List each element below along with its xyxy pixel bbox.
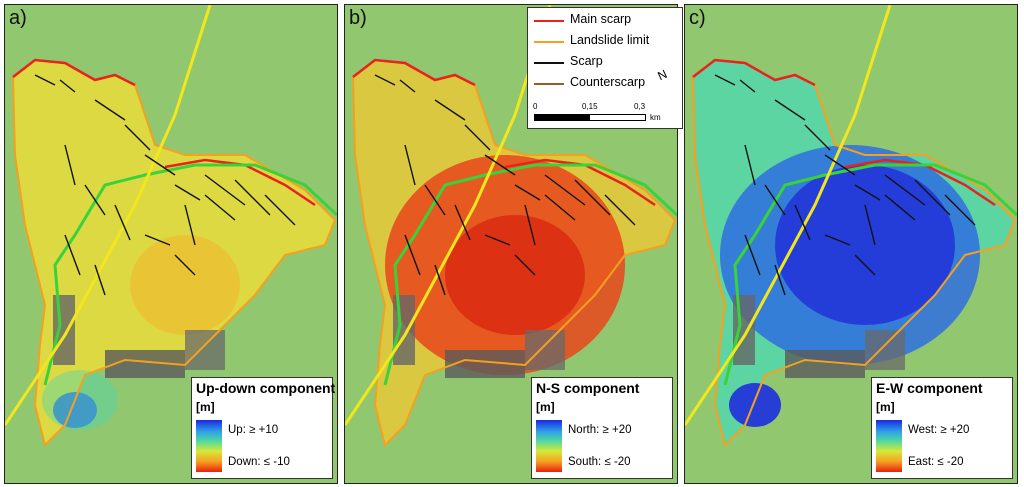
legend-label: Landslide limit <box>570 33 650 47</box>
legend-label: Counterscarp <box>570 75 646 89</box>
legend-unit: [m] <box>196 400 215 414</box>
color-ramp <box>196 420 222 472</box>
green-line <box>43 163 337 386</box>
legend-low-label: Down: ≤ -10 <box>228 456 290 468</box>
feature-legend: Main scarp Landslide limit Scarp Counter… <box>527 7 683 129</box>
scale-bar <box>534 114 646 121</box>
map-panel-updown: a) Up-down component [m] Up: ≥ +10 Down:… <box>4 4 338 484</box>
scarp-lines <box>714 74 976 296</box>
green-line <box>383 163 677 386</box>
legend-title: E-W component <box>876 380 983 396</box>
scale-tick-2: 0,3 <box>634 102 646 111</box>
legend-item-landslide-limit: Landslide limit <box>534 33 676 51</box>
road-line <box>345 5 552 426</box>
legend-high-label: Up: ≥ +10 <box>228 424 279 436</box>
legend-swatch <box>534 62 564 64</box>
legend-item-counterscarp: Counterscarp <box>534 75 676 93</box>
legend-unit: [m] <box>536 400 555 414</box>
map-canvas <box>685 5 1017 483</box>
legend-label: Main scarp <box>570 12 632 26</box>
color-legend: Up-down component [m] Up: ≥ +10 Down: ≤ … <box>191 377 336 479</box>
legend-swatch <box>534 41 564 43</box>
panel-label: a) <box>9 7 27 29</box>
panel-label: b) <box>349 7 367 29</box>
map-panel-ns: b) N-S component [m] North: ≥ +20 South:… <box>344 4 678 484</box>
legend-swatch <box>534 83 564 85</box>
legend-low-label: South: ≤ -20 <box>568 456 631 468</box>
map-canvas <box>5 5 337 483</box>
legend-unit: [m] <box>876 400 895 414</box>
road-line <box>5 5 212 426</box>
legend-item-main-scarp: Main scarp <box>534 12 676 30</box>
legend-title: N-S component <box>536 380 640 396</box>
legend-label: Scarp <box>570 54 603 68</box>
panel-label: c) <box>689 7 706 29</box>
color-legend: E-W component [m] West: ≥ +20 East: ≤ -2… <box>871 377 1013 479</box>
legend-high-label: North: ≥ +20 <box>568 424 632 436</box>
color-ramp <box>876 420 902 472</box>
legend-swatch <box>534 20 564 22</box>
scale-unit: km <box>650 113 661 122</box>
road-line <box>685 5 892 426</box>
scarp-lines <box>34 74 296 296</box>
scale-tick-0: 0 <box>533 102 538 111</box>
scale-tick-1: 0,15 <box>582 102 598 111</box>
legend-item-scarp: Scarp <box>534 54 676 72</box>
legend-low-label: East: ≤ -20 <box>908 456 964 468</box>
legend-high-label: West: ≥ +20 <box>908 424 970 436</box>
map-panel-ew: c) E-W component [m] West: ≥ +20 East: ≤… <box>684 4 1018 484</box>
color-ramp <box>536 420 562 472</box>
green-line <box>723 163 1017 386</box>
scarp-lines <box>374 74 636 296</box>
color-legend: N-S component [m] North: ≥ +20 South: ≤ … <box>531 377 673 479</box>
legend-title: Up-down component <box>196 380 336 396</box>
